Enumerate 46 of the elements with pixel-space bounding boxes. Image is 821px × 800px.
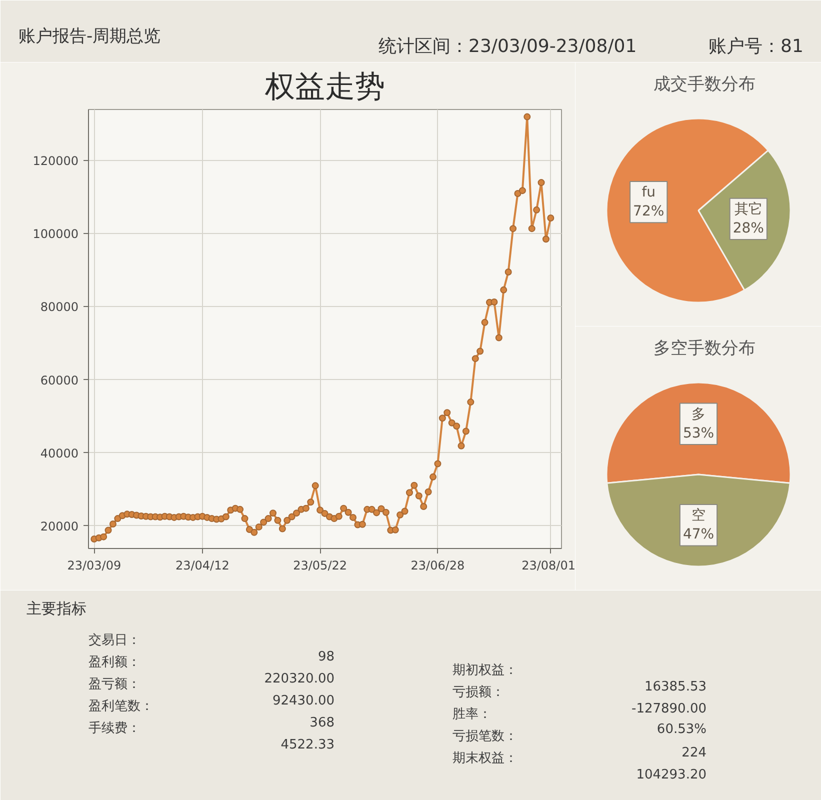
text: 亏损额： — [452, 685, 504, 700]
text: 期末权益： — [452, 751, 518, 766]
y-tick-label: 40000 — [40, 446, 79, 460]
text: 账户报告-周期总览 — [18, 26, 161, 46]
x-tick-label: 23/06/28 — [410, 558, 465, 572]
text: 主要指标 — [26, 600, 86, 618]
text: 16385.53 — [644, 680, 706, 694]
chart-title: 权益走势 — [264, 70, 385, 104]
text: 220320.00 — [264, 672, 335, 686]
y-tick-label: 120000 — [32, 154, 79, 168]
text: -127890.00 — [632, 702, 707, 716]
text: 224 — [682, 746, 707, 760]
text: 胜率： — [452, 706, 492, 722]
y-tick-label: 80000 — [40, 300, 79, 314]
text: 104293.20 — [636, 768, 707, 782]
x-tick-label: 23/03/09 — [67, 558, 122, 572]
y-tick-label: 100000 — [32, 227, 79, 242]
data-label: 53% — [682, 426, 714, 442]
data-label: 72% — [633, 204, 664, 220]
x-tick-label: 23/04/12 — [175, 558, 230, 572]
text: 盈利笔数： — [88, 699, 154, 714]
text: 账户号：81 — [708, 36, 804, 57]
data-label: 47% — [682, 526, 714, 543]
text: 手续费： — [88, 721, 140, 736]
text: 盈利额： — [88, 655, 140, 670]
y-tick-label: 60000 — [40, 373, 79, 388]
slice-label: 其它 — [734, 201, 762, 218]
x-tick-label: 23/05/22 — [293, 558, 348, 572]
y-tick-label: 20000 — [40, 519, 79, 534]
text: 亏损笔数： — [452, 729, 518, 744]
slice-label: fu — [642, 184, 656, 200]
text: 期初权益： — [452, 663, 518, 678]
text: 盈亏额： — [88, 677, 140, 692]
text: 60.53% — [656, 722, 707, 737]
text: 4522.33 — [280, 738, 335, 752]
slice-label: 空 — [692, 508, 706, 524]
chart-title: 多空手数分布 — [654, 338, 756, 358]
data-label: 28% — [732, 220, 764, 237]
text: 92430.00 — [272, 694, 334, 708]
x-tick-label: 23/08/01 — [522, 558, 576, 572]
text: 统计区间：23/03/09-23/08/01 — [378, 36, 637, 57]
text: 368 — [310, 716, 335, 730]
slice-label: 多 — [692, 406, 706, 422]
chart-title: 成交手数分布 — [654, 74, 756, 94]
text: 98 — [318, 650, 335, 664]
text: 交易日： — [88, 632, 140, 648]
